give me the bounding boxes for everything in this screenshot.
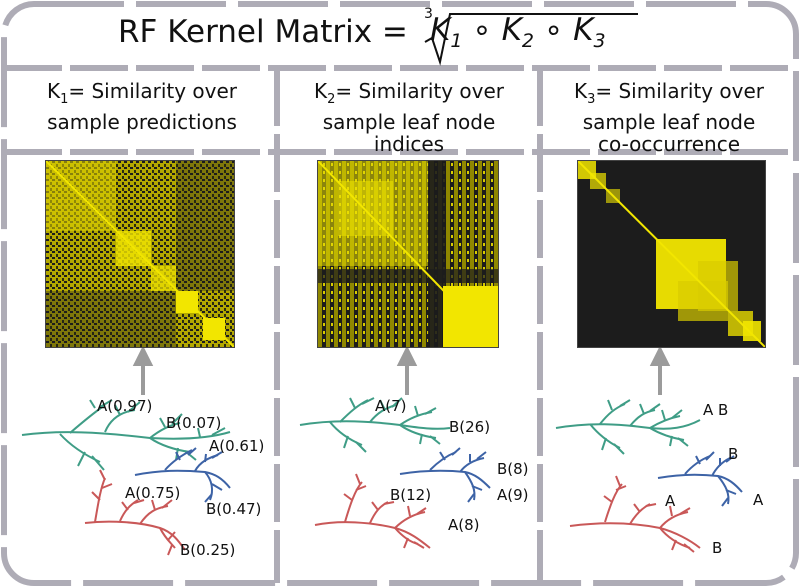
formula-k3: K [573, 12, 594, 48]
heading-line-2: sample leaf node [322, 110, 496, 134]
panel-heading-3: K3= Similarity over sample leaf node co-… [543, 79, 795, 155]
formula-op-1: ∘ [472, 12, 492, 48]
kernel-formula: K1 ∘ K2 ∘ K3 [430, 12, 606, 52]
heatmap-k2 [317, 160, 499, 348]
leaf-label: B(0.47) [206, 500, 262, 518]
formula-k1-sub: 1 [450, 30, 463, 53]
heading-k-sub: 1 [60, 92, 69, 107]
arrow-head-2 [396, 345, 418, 366]
heading-line-3: co-occurrence [597, 132, 741, 156]
heading-k: K [313, 79, 328, 103]
arrow-head-3 [649, 345, 671, 366]
leaf-label: A(8) [448, 516, 480, 534]
leaf-label: A(9) [497, 486, 529, 504]
leaf-label: B(0.07) [166, 414, 222, 432]
red-tree [314, 473, 431, 549]
blue-tree [657, 451, 743, 507]
tree-group-3 [555, 399, 743, 553]
formula-k2: K [501, 12, 522, 48]
heatmap-k3 [577, 160, 766, 348]
blue-tree [399, 447, 491, 503]
leaf-label: A [753, 491, 764, 509]
leaf-label: A [665, 492, 676, 510]
panel-heading-2: K2= Similarity over sample leaf node ind… [280, 79, 538, 155]
heading-line-3: indices [373, 132, 445, 156]
heading-text: = Similarity over [68, 79, 238, 103]
heading-text: = Similarity over [335, 79, 505, 103]
leaf-label: A B [703, 401, 729, 419]
tree-group-1 [21, 399, 231, 556]
root-index: 3 [424, 6, 433, 22]
panel-heading-1: K1= Similarity over sample predictions [8, 80, 276, 144]
formula-k1: K [430, 12, 451, 48]
leaf-label: A(0.61) [209, 437, 265, 455]
leaf-label: B(26) [449, 418, 491, 436]
formula-k2-sub: 2 [521, 30, 534, 53]
arrow-head-1 [132, 345, 154, 366]
leaf-label: B(0.25) [180, 541, 236, 559]
leaf-label: A(0.75) [125, 484, 181, 502]
heatmap-k1 [45, 160, 235, 348]
heading-line-2: sample leaf node [582, 110, 756, 134]
cube-root-sign [424, 13, 638, 66]
leaf-label: B(8) [497, 460, 529, 478]
teal-tree [555, 399, 701, 455]
blue-tree [134, 447, 231, 503]
heading-line-2: sample predictions [47, 110, 237, 134]
leaf-label: A(0.97) [97, 397, 153, 415]
teal-tree [299, 397, 451, 453]
leaf-label: B [712, 539, 723, 557]
leaf-label: B [728, 445, 739, 463]
figure-title: RF Kernel Matrix = 3 K1 ∘ K2 ∘ K3 [0, 0, 800, 72]
tree-group-2 [299, 397, 491, 549]
leaf-label: A(7) [375, 397, 407, 415]
heading-k-sub: 3 [587, 92, 596, 107]
heading-k-sub: 2 [327, 92, 336, 107]
leaf-label: B(12) [390, 486, 432, 504]
formula-op-2: ∘ [543, 12, 564, 48]
title-text: RF Kernel Matrix = [118, 14, 408, 50]
heading-text: = Similarity over [595, 79, 765, 103]
teal-tree [21, 399, 231, 471]
heading-k: K [46, 79, 61, 103]
red-tree [84, 469, 186, 556]
formula-k3-sub: 3 [593, 30, 606, 53]
red-tree [569, 475, 701, 553]
heading-k: K [573, 79, 588, 103]
